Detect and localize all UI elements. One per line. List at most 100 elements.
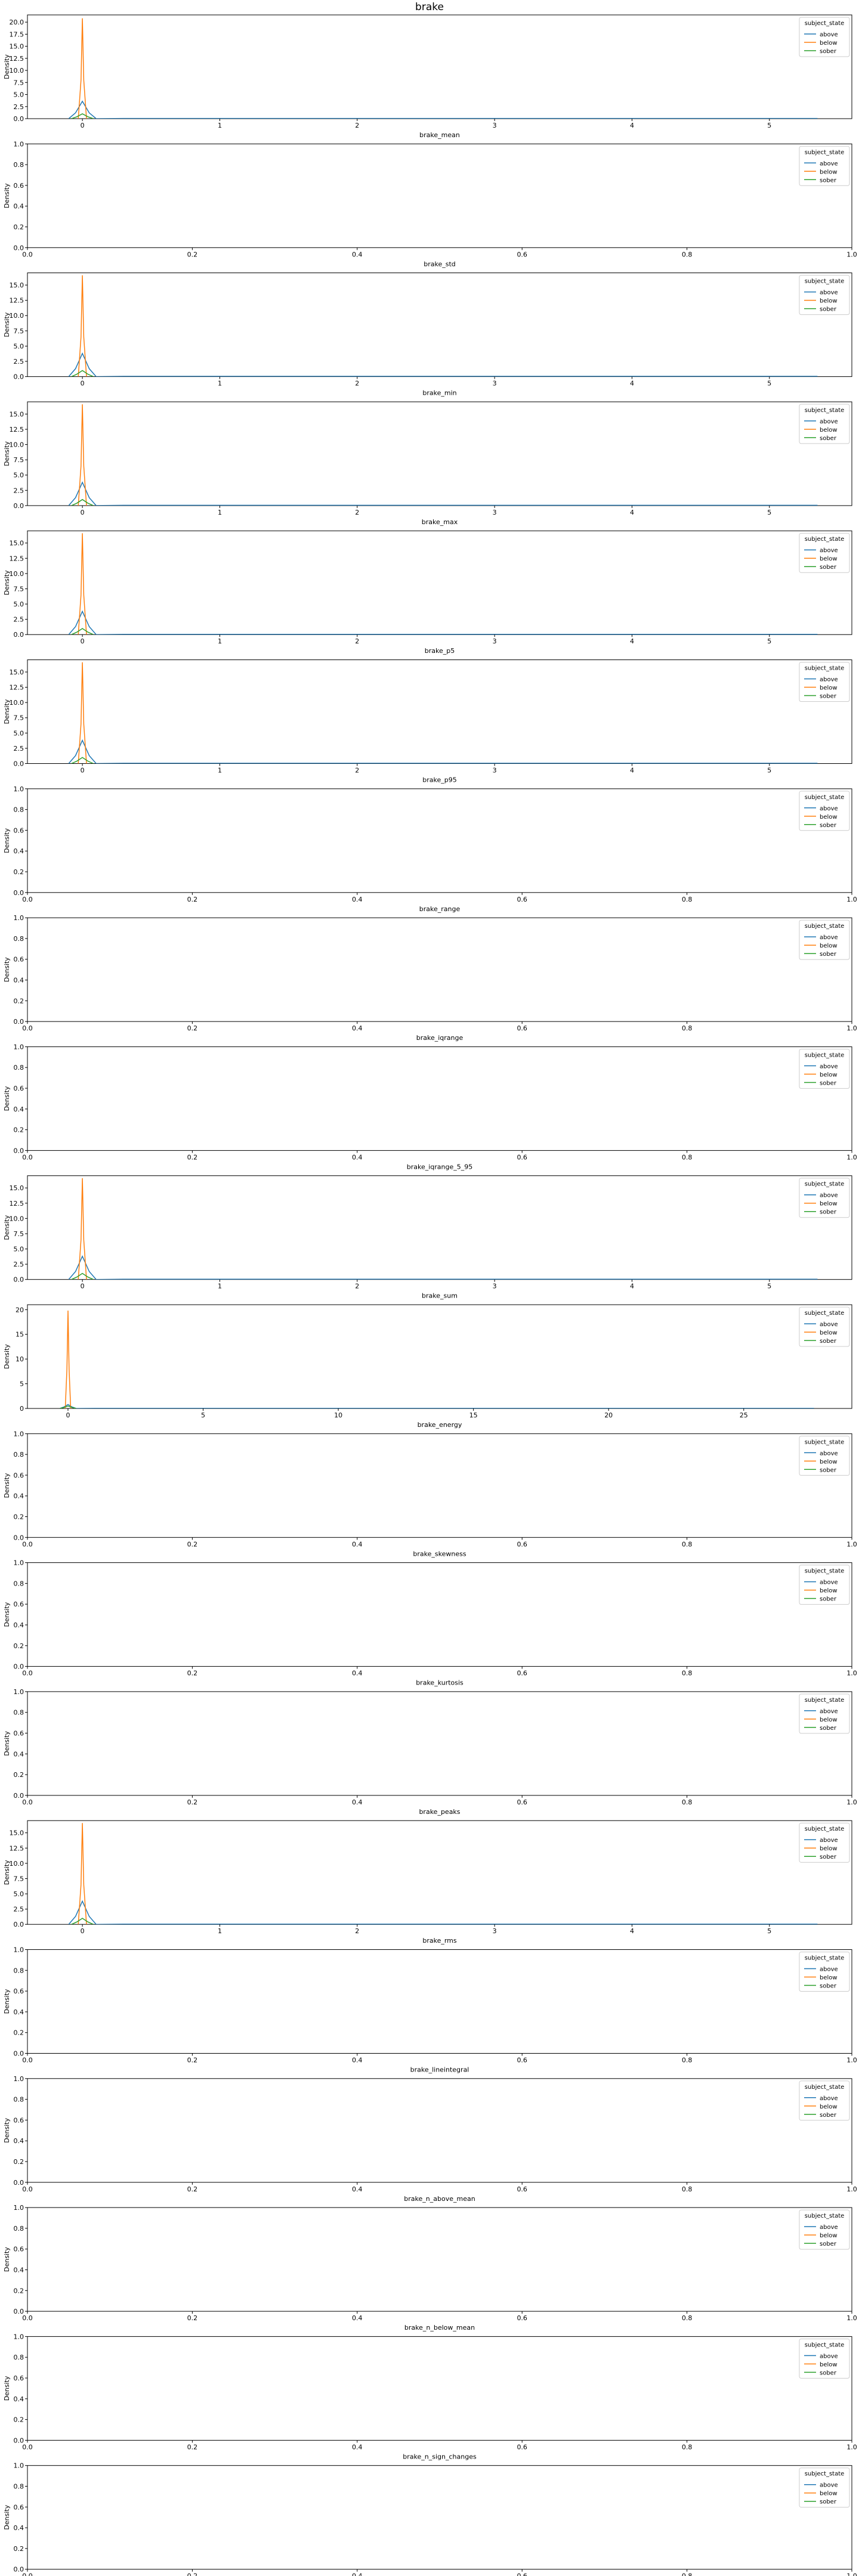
density-line-below xyxy=(78,533,87,635)
x-tick-label: 4 xyxy=(630,1283,634,1290)
series-group xyxy=(68,662,818,764)
legend-label-sober: sober xyxy=(820,177,837,184)
x-tick-label: 0.8 xyxy=(682,1153,693,1161)
density-line-sober xyxy=(71,1918,94,1925)
x-tick-label: 0.6 xyxy=(517,1153,527,1161)
y-tick-label: 0.6 xyxy=(14,826,24,834)
y-tick-label: 10.0 xyxy=(10,312,24,320)
x-tick-label: 0.8 xyxy=(682,1540,693,1548)
y-tick-label: 0.6 xyxy=(14,2116,24,2124)
legend-box xyxy=(799,1435,850,1476)
x-tick-label: 0.8 xyxy=(682,2185,693,2193)
axes-frame xyxy=(27,917,852,1022)
series-group xyxy=(68,1178,818,1280)
legend-label-above: above xyxy=(820,419,838,425)
legend-box xyxy=(799,662,850,702)
y-tick-label: 5.0 xyxy=(14,472,24,479)
y-tick-label: 0.2 xyxy=(14,1642,24,1650)
x-tick-label: 5 xyxy=(767,509,771,516)
x-axis-label: brake_n_above_mean xyxy=(404,2195,475,2203)
x-tick-label: 0.2 xyxy=(187,896,198,903)
density-line-below xyxy=(78,662,87,764)
density-line-above xyxy=(68,610,818,635)
y-tick-label: 0.4 xyxy=(14,203,24,210)
y-tick-label: 2.5 xyxy=(14,487,24,494)
y-tick-label: 0.0 xyxy=(14,2050,24,2058)
x-tick-label: 0.4 xyxy=(352,250,363,258)
x-tick-label: 0.6 xyxy=(517,2443,527,2451)
y-axis-label: Density xyxy=(3,828,11,853)
y-axis-label: Density xyxy=(3,699,11,724)
x-tick-label: 1 xyxy=(218,380,222,388)
x-tick-label: 0.6 xyxy=(517,1798,527,1806)
x-tick-label: 0 xyxy=(81,380,85,388)
subplot-brake_mean: 0.0 2.5 5.0 7.5 10.0 12.5 15.0 17.5 20.0 0 1 2 3 4 5 br… xyxy=(3,14,852,139)
y-tick-label: 0.6 xyxy=(14,182,24,190)
y-tick-label: 12.5 xyxy=(10,684,24,692)
subplot-brake_p5: 0.0 2.5 5.0 7.5 10.0 12.5 15.0 0 1 2 3 4 5 brake_p5 De… xyxy=(3,530,852,655)
y-axis-label: Density xyxy=(3,570,11,595)
x-tick-label: 0.0 xyxy=(22,1024,33,1032)
density-line-above xyxy=(68,1900,818,1925)
x-tick-label: 0.6 xyxy=(517,250,527,258)
x-tick-label: 0.6 xyxy=(517,1670,527,1677)
x-axis-label: brake_p95 xyxy=(422,776,456,784)
subplot-brake_p95: 0.0 2.5 5.0 7.5 10.0 12.5 15.0 0 1 2 3 4 5 brake_p95 D… xyxy=(3,660,852,784)
legend-box xyxy=(799,145,850,186)
y-tick-label: 1.0 xyxy=(14,1688,24,1696)
y-tick-label: 0.2 xyxy=(14,1771,24,1779)
x-tick-label: 4 xyxy=(630,380,634,388)
y-tick-label: 0.2 xyxy=(14,868,24,876)
y-tick-label: 12.5 xyxy=(10,1844,24,1852)
subplot-brake_n_above_mean: 0.0 0.2 0.4 0.6 0.8 1.0 0.0 0.2 0.4 0.6 0.8 1.0 brak… xyxy=(3,2075,857,2203)
y-tick-label: 0.4 xyxy=(14,2137,24,2145)
x-tick-label: 0 xyxy=(81,1283,85,1290)
density-line-sober xyxy=(71,1272,94,1280)
x-tick-label: 0.0 xyxy=(22,250,33,258)
x-tick-label: 0.8 xyxy=(682,2057,693,2064)
legend-label-below: below xyxy=(820,1975,838,1981)
y-tick-label: 0.8 xyxy=(14,2483,24,2491)
y-axis-label: Density xyxy=(3,2247,11,2272)
density-line-sober xyxy=(71,499,94,506)
density-line-below xyxy=(78,18,87,119)
legend-box xyxy=(799,919,850,960)
x-tick-label: 20 xyxy=(604,1411,613,1419)
subplot-brake_ptp: 0.00.20.40.60.81.00.00.20.40.60.81.0brak… xyxy=(3,2462,857,2576)
y-tick-label: 7.5 xyxy=(14,79,24,86)
legend-title: subject_state xyxy=(805,407,845,414)
y-tick-label: 12.5 xyxy=(10,55,24,63)
y-tick-label: 1.0 xyxy=(14,1559,24,1567)
y-tick-label: 0.4 xyxy=(14,2524,24,2532)
x-tick-label: 1.0 xyxy=(846,2185,857,2193)
density-line-above xyxy=(68,100,818,119)
legend-label-above: above xyxy=(820,2095,838,2102)
x-tick-label: 3 xyxy=(493,1927,497,1935)
legend-label-below: below xyxy=(820,685,838,692)
legend-label-sober: sober xyxy=(820,1467,837,1473)
y-axis-label: Density xyxy=(3,1215,11,1240)
x-tick-label: 0 xyxy=(81,767,85,775)
subplot-brake_sum: 0.0 2.5 5.0 7.5 10.0 12.5 15.0 0 1 2 3 4 5 brake_sum D… xyxy=(3,1175,852,1300)
y-tick-label: 0.4 xyxy=(14,1750,24,1758)
y-axis-label: Density xyxy=(3,1989,11,2014)
x-tick-label: 4 xyxy=(630,1927,634,1935)
y-tick-label: 0.0 xyxy=(14,1663,24,1671)
legend-box xyxy=(799,17,850,57)
legend-label-below: below xyxy=(820,298,838,305)
x-tick-label: 1.0 xyxy=(846,2572,857,2576)
x-axis-label: brake_iqrange xyxy=(416,1034,464,1042)
x-tick-label: 0.8 xyxy=(682,896,693,903)
x-tick-label: 0.2 xyxy=(187,250,198,258)
y-axis-label: Density xyxy=(3,2376,11,2401)
x-tick-label: 0.8 xyxy=(682,2572,693,2576)
x-axis-label: brake_rms xyxy=(422,1937,457,1945)
y-tick-label: 7.5 xyxy=(14,456,24,464)
legend-label-below: below xyxy=(820,1072,838,1078)
axes-frame xyxy=(27,2078,852,2183)
legend-label-above: above xyxy=(820,806,838,812)
legend-title: subject_state xyxy=(805,1955,845,1962)
y-tick-label: 12.5 xyxy=(10,1200,24,1208)
x-tick-label: 1 xyxy=(218,637,222,645)
